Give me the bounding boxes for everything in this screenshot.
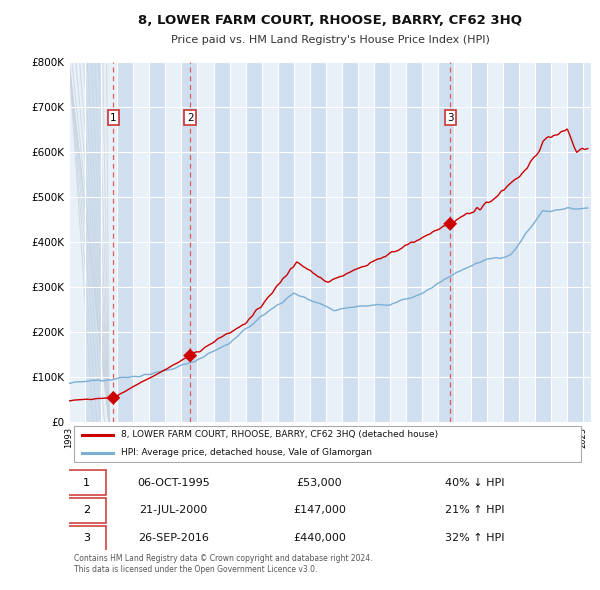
Text: 40% ↓ HPI: 40% ↓ HPI (445, 478, 505, 488)
Bar (214, 62, 230, 422)
Bar (181, 62, 197, 422)
Bar (439, 62, 454, 422)
Bar (406, 62, 422, 422)
Bar (278, 62, 294, 422)
Bar (133, 62, 149, 422)
Text: 8, LOWER FARM COURT, RHOOSE, BARRY, CF62 3HQ (detached house): 8, LOWER FARM COURT, RHOOSE, BARRY, CF62… (121, 430, 439, 440)
FancyBboxPatch shape (68, 526, 106, 551)
Text: 3: 3 (447, 113, 454, 123)
Text: 06-OCT-1995: 06-OCT-1995 (137, 478, 210, 488)
Text: 26-SEP-2016: 26-SEP-2016 (138, 533, 209, 543)
Text: Price paid vs. HM Land Registry's House Price Index (HPI): Price paid vs. HM Land Registry's House … (170, 35, 490, 45)
Bar (69, 62, 85, 422)
Bar (326, 62, 342, 422)
Text: This data is licensed under the Open Government Licence v3.0.: This data is licensed under the Open Gov… (74, 565, 317, 574)
Text: HPI: Average price, detached house, Vale of Glamorgan: HPI: Average price, detached house, Vale… (121, 448, 372, 457)
Bar (374, 62, 390, 422)
FancyBboxPatch shape (68, 498, 106, 523)
Bar (519, 62, 535, 422)
Bar (567, 62, 583, 422)
Bar (390, 62, 406, 422)
Text: 32% ↑ HPI: 32% ↑ HPI (445, 533, 505, 543)
Text: 2: 2 (83, 506, 91, 516)
Bar (294, 62, 310, 422)
Bar (262, 62, 278, 422)
Bar (487, 62, 503, 422)
Text: 2: 2 (187, 113, 193, 123)
Text: 3: 3 (83, 533, 90, 543)
Bar (358, 62, 374, 422)
Bar (422, 62, 439, 422)
FancyBboxPatch shape (68, 470, 106, 496)
Bar (149, 62, 166, 422)
Bar (342, 62, 358, 422)
Text: 8, LOWER FARM COURT, RHOOSE, BARRY, CF62 3HQ: 8, LOWER FARM COURT, RHOOSE, BARRY, CF62… (138, 14, 522, 27)
Bar (551, 62, 567, 422)
Bar (245, 62, 262, 422)
Text: 21% ↑ HPI: 21% ↑ HPI (445, 506, 505, 516)
Text: £53,000: £53,000 (297, 478, 343, 488)
Text: 1: 1 (110, 113, 116, 123)
Text: £440,000: £440,000 (293, 533, 346, 543)
Bar (166, 62, 181, 422)
Text: 21-JUL-2000: 21-JUL-2000 (139, 506, 208, 516)
Bar (117, 62, 133, 422)
Point (109, 393, 118, 402)
Point (185, 351, 195, 360)
FancyBboxPatch shape (74, 426, 581, 462)
Bar (454, 62, 470, 422)
Bar (503, 62, 519, 422)
Text: Contains HM Land Registry data © Crown copyright and database right 2024.: Contains HM Land Registry data © Crown c… (74, 554, 373, 563)
Point (445, 219, 455, 228)
Bar (230, 62, 245, 422)
Bar (470, 62, 487, 422)
Bar (535, 62, 551, 422)
Bar (310, 62, 326, 422)
Bar (85, 62, 101, 422)
Bar (101, 62, 117, 422)
Bar (197, 62, 214, 422)
Text: 1: 1 (83, 478, 90, 488)
Text: £147,000: £147,000 (293, 506, 346, 516)
